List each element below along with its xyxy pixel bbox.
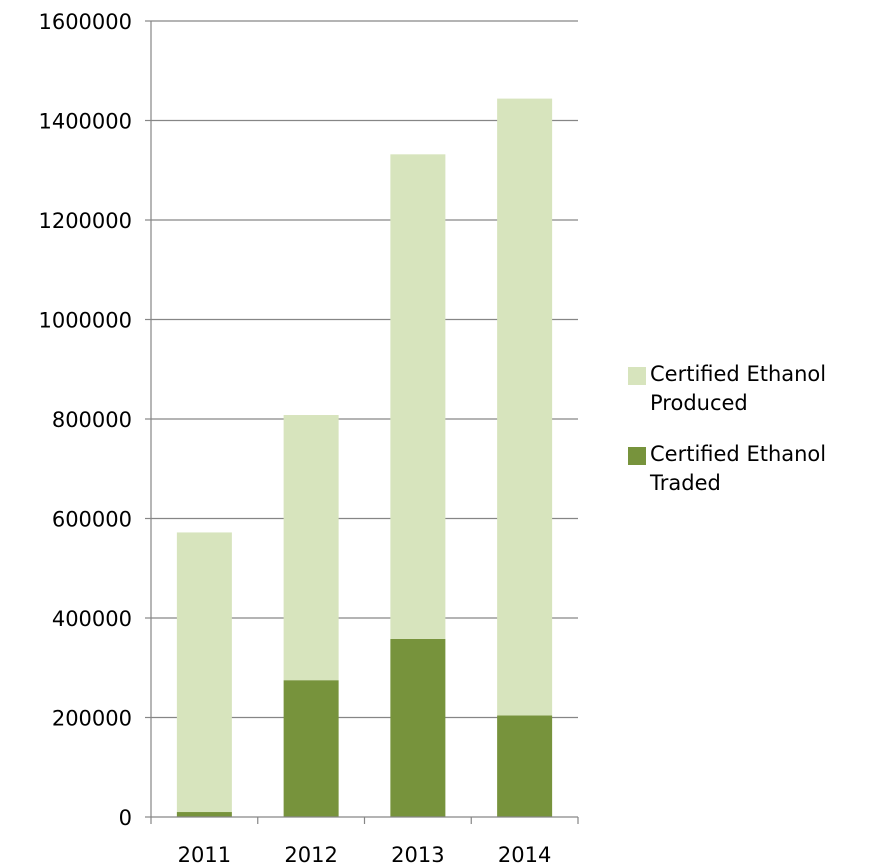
legend-swatch-traded (628, 447, 646, 465)
x-tick-label: 2012 (284, 843, 337, 867)
y-tick-label: 1400000 (38, 110, 132, 134)
y-tick-label: 0 (119, 806, 132, 830)
bar-produced-2012 (283, 415, 339, 681)
bar-produced-2011 (176, 532, 232, 813)
y-tick-label: 400000 (52, 607, 132, 631)
x-tick-label: 2014 (498, 843, 551, 867)
bar-traded-2013 (390, 638, 446, 817)
bar-produced-2013 (390, 154, 446, 639)
y-tick-label: 600000 (52, 508, 132, 532)
x-tick-label: 2013 (391, 843, 444, 867)
bar-traded-2014 (497, 715, 553, 817)
bar-traded-2012 (283, 680, 339, 817)
y-tick-label: 200000 (52, 707, 132, 731)
y-tick-label: 1000000 (38, 309, 132, 333)
bar-traded-2011 (176, 812, 232, 817)
y-tick-label: 1200000 (38, 209, 132, 233)
bar-produced-2014 (497, 98, 553, 716)
y-tick-label: 1600000 (38, 10, 132, 34)
legend-swatch-produced (628, 367, 646, 385)
legend-label-produced: Certified Ethanol Produced (650, 362, 827, 415)
chart-legend: Certified Ethanol Produced Certified Eth… (628, 360, 888, 520)
legend-item-traded: Certified Ethanol Traded (628, 440, 888, 498)
x-tick-label: 2011 (178, 843, 231, 867)
legend-item-produced: Certified Ethanol Produced (628, 360, 888, 418)
legend-label-traded: Certified Ethanol Traded (650, 442, 827, 495)
y-tick-label: 800000 (52, 408, 132, 432)
